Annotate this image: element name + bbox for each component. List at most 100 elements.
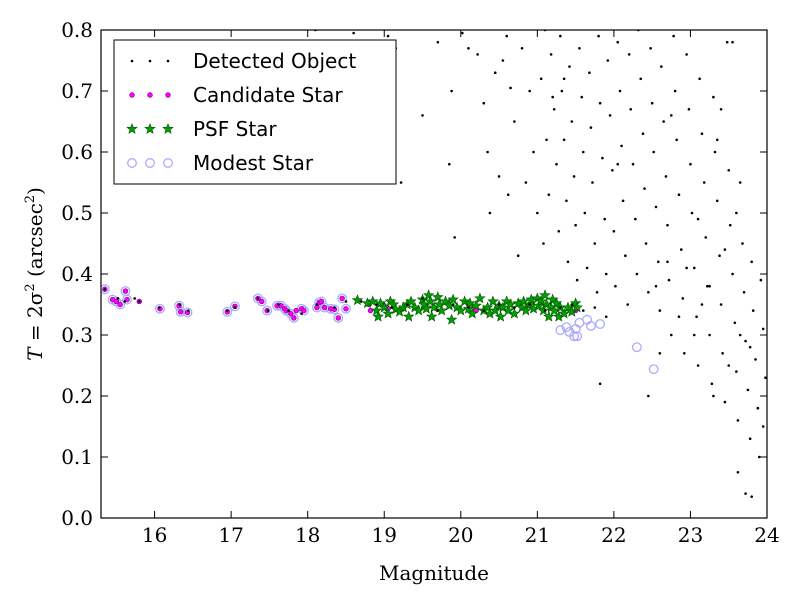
detected-object-point — [719, 108, 723, 111]
detected-object-point — [712, 394, 715, 398]
detected-object-point — [575, 278, 579, 282]
detected-object-point — [685, 266, 688, 270]
psf-star-point — [351, 294, 364, 306]
legend-label: Candidate Star — [193, 83, 343, 107]
detected-object-point — [123, 300, 127, 303]
detected-object-point — [728, 223, 732, 227]
detected-object-point — [764, 376, 767, 380]
detected-object-point — [513, 120, 516, 123]
detected-object-point — [723, 248, 727, 251]
modest-star-point — [115, 299, 126, 310]
detected-object-point — [670, 333, 673, 337]
detected-object-point — [744, 339, 747, 343]
candidate-star-point — [259, 298, 265, 305]
detected-object-point — [157, 306, 161, 309]
detected-object-point — [670, 114, 673, 117]
psf-star-point — [422, 289, 435, 301]
detected-object-point — [436, 309, 440, 312]
detected-object-point — [756, 406, 760, 410]
detected-object-point — [677, 315, 681, 319]
detected-object-point — [666, 223, 669, 227]
detected-object-point — [742, 291, 746, 294]
detected-object-point — [658, 309, 662, 312]
detected-object-point — [421, 297, 424, 300]
detected-object-point — [589, 126, 593, 129]
psf-star-point — [497, 301, 509, 313]
detected-object-point — [501, 59, 505, 62]
detected-object-point — [461, 31, 464, 35]
detected-object-point — [482, 309, 486, 312]
detected-object-point — [698, 77, 701, 81]
y-tick-label: 0.2 — [61, 384, 93, 408]
modest-star-point — [101, 284, 110, 295]
legend-marker — [130, 59, 134, 63]
detected-object-point — [608, 114, 612, 117]
detected-object-point — [700, 132, 704, 135]
detected-object-point — [436, 40, 440, 44]
detected-object-point — [759, 278, 763, 282]
detected-object-point — [559, 306, 562, 309]
modest-star-point — [648, 364, 659, 375]
detected-object-point — [542, 242, 545, 245]
y-tick-label: 0.7 — [61, 79, 93, 103]
detected-object-point — [604, 272, 608, 276]
psf-star-point — [378, 301, 390, 313]
detected-object-point — [581, 309, 585, 312]
detected-object-point — [488, 211, 492, 215]
axis-ticks: 16 17 18 19 20 21 22 23 24 0.0 0.1 0.2 0.3 0.4 0.5 0.6 0… — [61, 18, 780, 547]
candidate-star-point — [321, 304, 328, 311]
psf-star-point — [458, 295, 471, 307]
detected-object-point — [654, 284, 658, 288]
legend-marker — [163, 158, 173, 168]
detected-object-point — [557, 230, 561, 233]
psf-star-point — [447, 293, 459, 305]
modest-star-point — [337, 293, 348, 304]
candidate-star-point — [339, 295, 345, 302]
psf-star-point — [487, 295, 499, 307]
legend-label: Modest Star — [193, 151, 314, 175]
detected-object-point — [545, 138, 548, 142]
detected-object-point — [506, 193, 510, 196]
psf-star-point — [455, 304, 467, 316]
detected-object-point — [685, 53, 688, 56]
detected-object-point — [601, 156, 604, 160]
detected-object-point — [493, 71, 497, 74]
modest-star-point — [288, 312, 299, 323]
detected-object-point — [721, 352, 724, 355]
detected-object-point — [300, 312, 303, 315]
modest-star-point — [555, 325, 566, 336]
detected-object-point — [751, 309, 755, 312]
detected-object-point — [451, 303, 455, 306]
detected-object-point — [467, 47, 470, 50]
detected-object-point — [528, 89, 531, 93]
detected-object-point — [581, 150, 585, 154]
detected-object-point — [723, 400, 727, 404]
detected-object-point — [614, 284, 617, 288]
modest-star-point — [595, 319, 606, 329]
detected-object-point — [186, 309, 190, 312]
candidate-star-point — [314, 304, 320, 311]
detected-object-point — [598, 101, 602, 105]
detected-object-point — [650, 101, 654, 105]
detected-object-point — [664, 175, 668, 178]
detected-object-point — [593, 242, 597, 245]
detected-object-point — [741, 242, 744, 245]
detected-object-point — [652, 150, 656, 154]
legend-box — [113, 39, 397, 185]
detected-object-point — [758, 455, 761, 459]
detected-object-point — [692, 266, 696, 270]
detected-object-point — [735, 211, 738, 215]
detected-object-point — [524, 181, 528, 184]
detected-object-point — [178, 303, 182, 306]
psf-star-point — [517, 295, 530, 307]
detected-object-point — [735, 370, 738, 373]
psf-star-point — [543, 310, 555, 322]
x-tick-label: 21 — [525, 523, 550, 547]
detected-object-point — [137, 300, 141, 303]
detected-object-point — [643, 187, 646, 190]
legend-marker — [148, 59, 152, 63]
detected-object-point — [559, 34, 562, 38]
detected-object-point — [616, 40, 620, 44]
detected-object-point — [520, 47, 524, 50]
